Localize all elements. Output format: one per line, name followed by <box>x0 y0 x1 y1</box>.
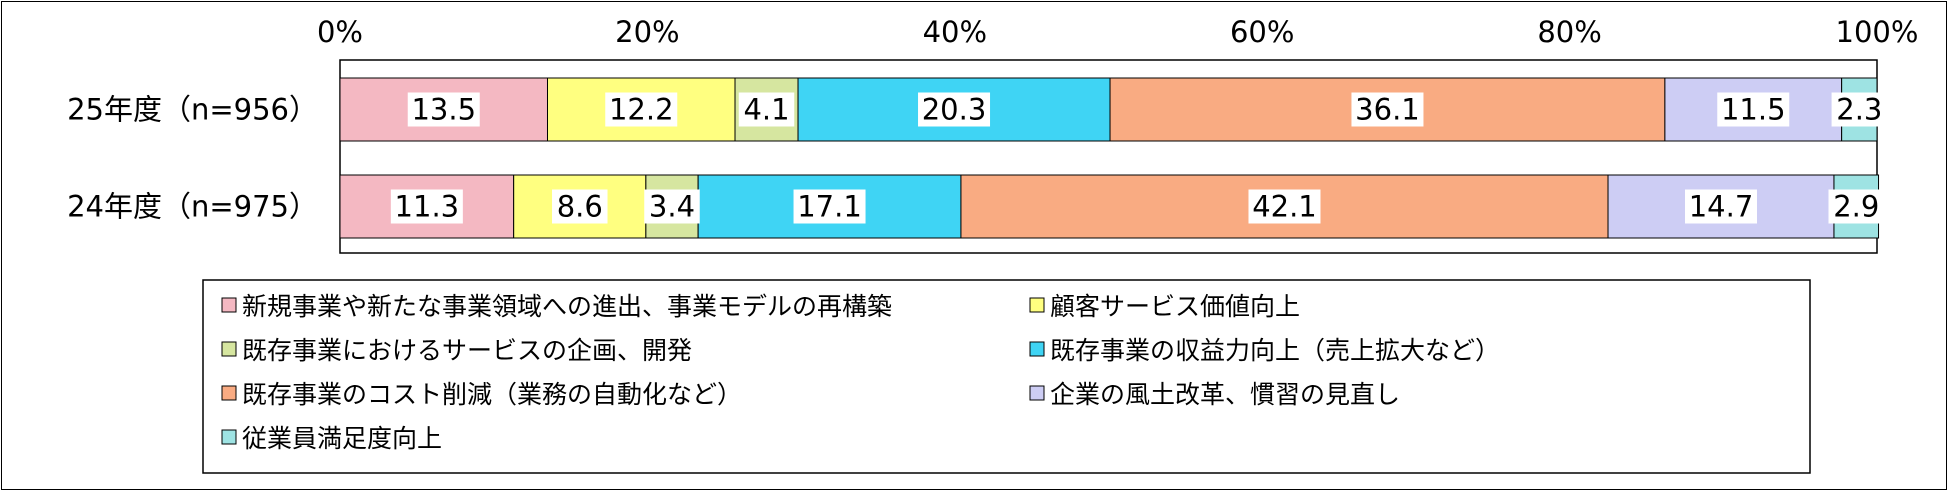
legend-swatch <box>1029 385 1045 401</box>
data-label-bg <box>644 189 700 224</box>
data-label-bg <box>1717 92 1790 127</box>
x-tick-label: 0% <box>317 15 363 49</box>
x-tick-label: 100% <box>1836 15 1919 49</box>
legend-label: 既存事業におけるサービスの企画、開発 <box>242 336 692 365</box>
x-tick-label: 20% <box>615 15 679 49</box>
legend-swatch <box>221 341 237 357</box>
x-tick-label: 80% <box>1537 15 1601 49</box>
data-label: 12.2 <box>609 93 674 127</box>
data-label: 20.3 <box>922 93 987 127</box>
category-label: 25年度（n=956） <box>67 93 318 127</box>
data-label: 4.1 <box>743 93 789 127</box>
data-label: 14.7 <box>1689 190 1754 224</box>
data-label: 11.5 <box>1721 93 1786 127</box>
data-label-bg <box>918 92 991 127</box>
data-label-bg <box>738 92 795 127</box>
data-label: 3.4 <box>649 190 695 224</box>
data-label-bg <box>390 189 463 224</box>
legend-label: 既存事業のコスト削減（業務の自動化など） <box>242 380 742 409</box>
data-label-bg <box>1828 189 1885 224</box>
legend-swatch <box>1029 341 1045 357</box>
x-tick-label: 60% <box>1230 15 1294 49</box>
legend-swatch <box>221 429 237 445</box>
data-label-bg <box>552 189 608 224</box>
data-label-bg <box>407 92 480 127</box>
plot-area <box>339 59 1878 254</box>
data-label: 17.1 <box>797 190 862 224</box>
legend-label: 既存事業の収益力向上（売上拡大など） <box>1050 336 1500 365</box>
legend-label: 新規事業や新たな事業領域への進出、事業モデルの再構築 <box>242 292 892 321</box>
data-label: 42.1 <box>1252 190 1317 224</box>
data-label-bg <box>1831 92 1888 127</box>
x-tick-label: 40% <box>923 15 987 49</box>
data-label: 8.6 <box>557 190 603 224</box>
legend-swatch <box>221 385 237 401</box>
data-label: 36.1 <box>1355 93 1420 127</box>
data-label-bg <box>1351 92 1424 127</box>
data-label: 2.9 <box>1833 190 1879 224</box>
legend-label: 従業員満足度向上 <box>242 424 442 453</box>
data-label-bg <box>1248 189 1321 224</box>
data-label-bg <box>793 189 866 224</box>
legend-label: 顧客サービス価値向上 <box>1050 292 1300 321</box>
data-label: 13.5 <box>411 93 476 127</box>
data-label-bg <box>1684 189 1757 224</box>
legend-swatch <box>221 297 237 313</box>
category-label: 24年度（n=975） <box>67 190 318 224</box>
data-label-bg <box>605 92 678 127</box>
legend-label: 企業の風土改革、慣習の見直し <box>1050 380 1400 409</box>
legend-swatch <box>1029 297 1045 313</box>
data-label: 2.3 <box>1836 93 1882 127</box>
legend-box <box>202 279 1811 474</box>
data-label: 11.3 <box>395 190 460 224</box>
